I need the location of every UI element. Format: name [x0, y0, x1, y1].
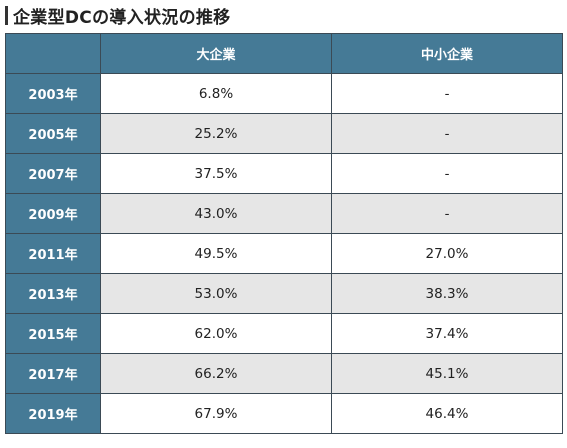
- row-header-year: 2011年: [5, 233, 101, 274]
- title-text: 企業型DCの導入状況の推移: [13, 7, 231, 28]
- cell-small-enterprise: -: [331, 113, 563, 154]
- row-header-year: 2017年: [5, 353, 101, 394]
- corner-cell: [5, 33, 101, 74]
- cell-large-enterprise: 62.0%: [100, 313, 332, 354]
- table-row: 2019年 67.9% 46.4%: [5, 393, 563, 434]
- cell-large-enterprise: 25.2%: [100, 113, 332, 154]
- cell-large-enterprise: 49.5%: [100, 233, 332, 274]
- header-row: 大企業 中小企業: [5, 33, 563, 74]
- table-row: 2009年 43.0% -: [5, 193, 563, 234]
- table-row: 2015年 62.0% 37.4%: [5, 313, 563, 354]
- cell-large-enterprise: 37.5%: [100, 153, 332, 194]
- cell-large-enterprise: 6.8%: [100, 73, 332, 114]
- table-row: 2017年 66.2% 45.1%: [5, 353, 563, 394]
- column-header-small: 中小企業: [331, 33, 563, 74]
- cell-small-enterprise: -: [331, 153, 563, 194]
- table-row: 2011年 49.5% 27.0%: [5, 233, 563, 274]
- cell-small-enterprise: 37.4%: [331, 313, 563, 354]
- row-header-year: 2007年: [5, 153, 101, 194]
- cell-large-enterprise: 53.0%: [100, 273, 332, 314]
- column-header-large: 大企業: [100, 33, 332, 74]
- row-header-year: 2013年: [5, 273, 101, 314]
- cell-small-enterprise: -: [331, 73, 563, 114]
- cell-large-enterprise: 66.2%: [100, 353, 332, 394]
- table-row: 2005年 25.2% -: [5, 113, 563, 154]
- cell-small-enterprise: 27.0%: [331, 233, 563, 274]
- table-row: 2003年 6.8% -: [5, 73, 563, 114]
- row-header-year: 2019年: [5, 393, 101, 434]
- adoption-table: 大企業 中小企業 2003年 6.8% - 2005年 25.2% - 2007…: [5, 33, 563, 434]
- cell-small-enterprise: 38.3%: [331, 273, 563, 314]
- cell-small-enterprise: -: [331, 193, 563, 234]
- table-row: 2007年 37.5% -: [5, 153, 563, 194]
- cell-small-enterprise: 45.1%: [331, 353, 563, 394]
- cell-small-enterprise: 46.4%: [331, 393, 563, 434]
- cell-large-enterprise: 67.9%: [100, 393, 332, 434]
- row-header-year: 2003年: [5, 73, 101, 114]
- page-title: 企業型DCの導入状況の推移: [5, 4, 231, 28]
- cell-large-enterprise: 43.0%: [100, 193, 332, 234]
- title-accent-bar: [5, 5, 8, 25]
- row-header-year: 2015年: [5, 313, 101, 354]
- row-header-year: 2009年: [5, 193, 101, 234]
- row-header-year: 2005年: [5, 113, 101, 154]
- table-row: 2013年 53.0% 38.3%: [5, 273, 563, 314]
